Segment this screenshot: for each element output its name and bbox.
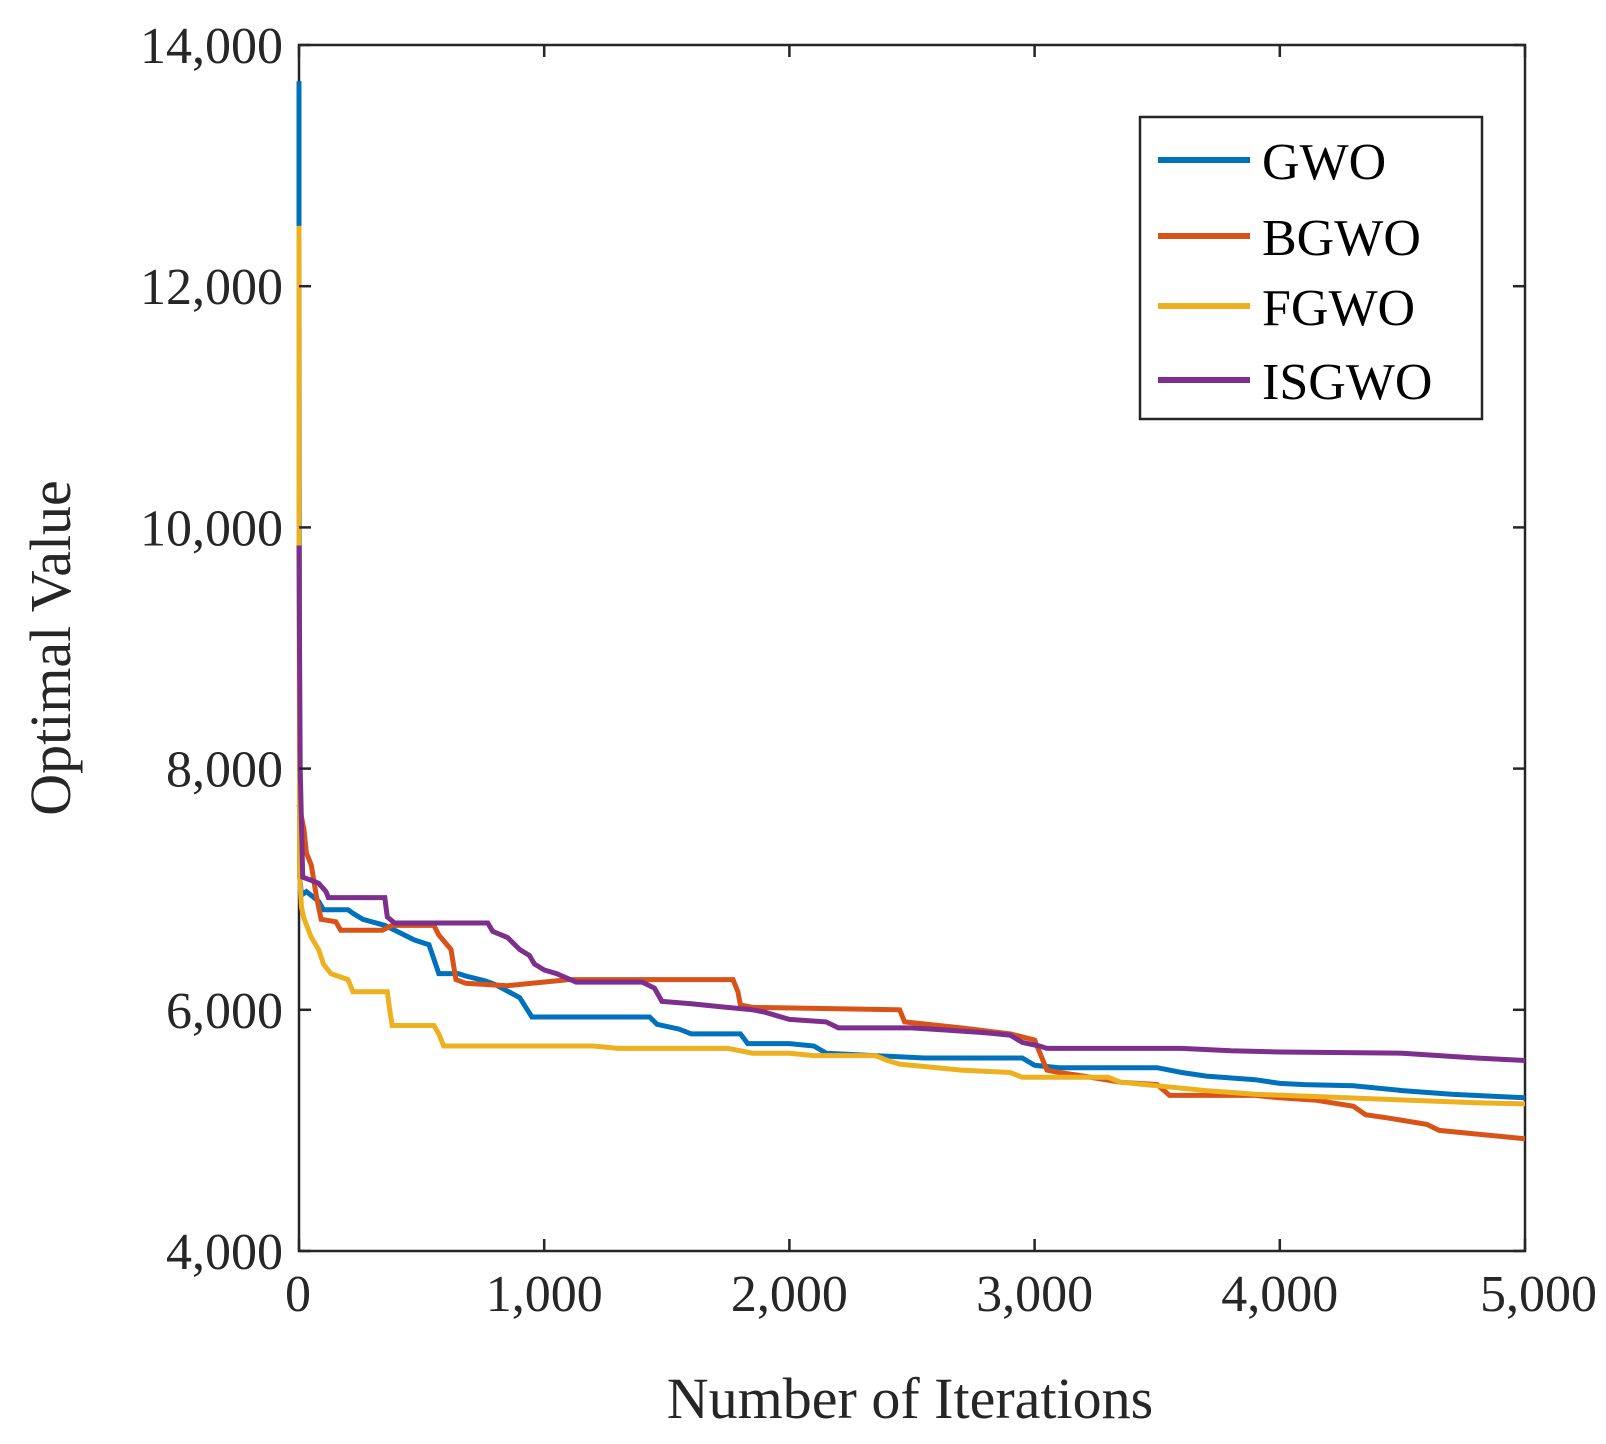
legend-box (1138, 115, 1484, 421)
legend-label-bgwo: BGWO (1262, 210, 1421, 267)
y-tick-label: 4,000 (166, 1224, 283, 1281)
legend-label-isgwo: ISGWO (1262, 354, 1432, 411)
x-axis-title: Number of Iterations (667, 1366, 1153, 1431)
legend-item-fgwo: FGWO (1158, 280, 1415, 337)
x-tick-label: 5,000 (1480, 1266, 1597, 1323)
legend-label-gwo: GWO (1262, 134, 1386, 191)
y-tick-label: 10,000 (140, 500, 283, 557)
y-tick-label: 12,000 (140, 259, 283, 316)
x-axis-ticks: 0 1,000 2,000 3,000 4,000 5,000 (285, 45, 1597, 1323)
y-axis-title: Optimal Value (18, 480, 83, 816)
y-tick-label: 8,000 (166, 742, 283, 799)
y-tick-label: 6,000 (166, 983, 283, 1040)
series-line-isgwo (296, 545, 1526, 1063)
legend: GWO BGWO FGWO ISGWO (1138, 115, 1484, 421)
x-tick-label: 2,000 (731, 1266, 848, 1323)
series-line-gwo (296, 81, 1526, 1101)
legend-item-gwo: GWO (1158, 134, 1386, 191)
y-tick-label: 14,000 (140, 18, 283, 75)
x-tick-label: 0 (285, 1266, 311, 1323)
series-line-fgwo (296, 225, 1526, 1107)
legend-item-isgwo: ISGWO (1158, 354, 1432, 411)
y-axis-ticks: 4,000 6,000 8,000 10,000 12,000 14,000 (140, 18, 1525, 1281)
series-layer (296, 81, 1526, 1142)
legend-label-fgwo: FGWO (1262, 280, 1415, 337)
x-tick-label: 1,000 (486, 1266, 603, 1323)
legend-item-bgwo: BGWO (1158, 210, 1421, 267)
x-tick-label: 4,000 (1221, 1266, 1338, 1323)
x-tick-label: 3,000 (976, 1266, 1093, 1323)
series-line-bgwo (296, 804, 1526, 1142)
